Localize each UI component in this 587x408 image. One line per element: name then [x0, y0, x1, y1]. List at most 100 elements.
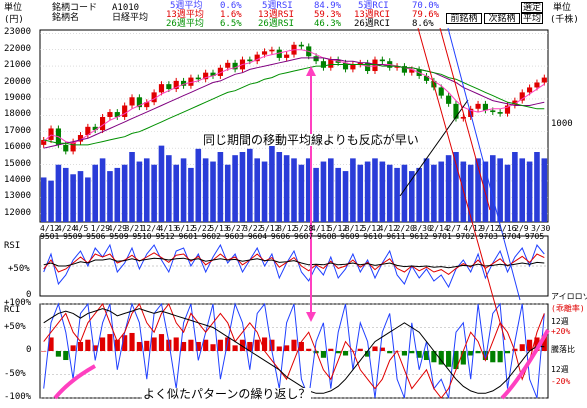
divergence-bar [372, 346, 378, 351]
candle-body [541, 77, 547, 83]
candle-body [173, 80, 179, 90]
price-tick-label: 15000 [4, 158, 32, 169]
name-label: 銘柄名 [52, 13, 80, 23]
date-tick-label: 9611 [386, 232, 406, 241]
date-tick-label: 5/12 [327, 224, 348, 233]
candle-body [107, 112, 113, 117]
ma13-label: 13週平均 [166, 10, 204, 20]
divergence-bar [203, 339, 209, 351]
rsi26-line [43, 257, 545, 269]
candle-body [409, 69, 415, 73]
divergence-bar [55, 351, 61, 357]
candle-body [225, 62, 231, 68]
divergence-bar [261, 337, 268, 351]
highlight-stroke-left [53, 364, 96, 400]
candle-body [365, 62, 371, 72]
date-tick-label: 9612 [409, 232, 429, 241]
date-tick-label: 4/11 [310, 224, 331, 233]
date-tick-label: 9604 [247, 232, 268, 241]
divergence-bar [482, 351, 488, 361]
date-tick-label: 3/22 [243, 224, 263, 233]
candle-body [512, 100, 518, 106]
divergence-bar [335, 351, 341, 354]
date-tick-label: 3/30 [412, 224, 432, 233]
rci-legend-item: +20% [551, 327, 571, 336]
volume-bar [92, 164, 99, 222]
date-tick-label: 5/12 [361, 224, 381, 233]
divergence-bar [431, 351, 437, 363]
divergence-bar [70, 345, 76, 351]
volume-bar [534, 152, 540, 222]
candle-body [203, 72, 209, 80]
rsi26-value: 46.3% [314, 19, 342, 29]
rsi5-label: 5週RSI [262, 1, 293, 11]
volume-bar [121, 164, 128, 222]
volume-bar [195, 148, 202, 222]
candle-body [446, 95, 452, 104]
volume-bar [166, 155, 172, 222]
divergence-bar [63, 351, 69, 361]
candle-body [92, 126, 98, 131]
candle-body [269, 49, 275, 52]
divergence-bar [416, 351, 422, 358]
divergence-bar [328, 348, 334, 351]
volume-bar [224, 164, 231, 222]
volume-bar [217, 152, 224, 222]
volume-bar [291, 158, 297, 222]
volume-bar [335, 167, 341, 222]
rsi-zero-label: 0 [26, 290, 32, 300]
divergence-bar [269, 339, 275, 351]
date-tick-label: 9603 [224, 232, 244, 241]
select-button[interactable]: 選定 [521, 2, 543, 13]
candle-body [350, 64, 356, 70]
date-tick-label: 9609 [340, 232, 360, 241]
date-tick-label: 6/27 [226, 224, 246, 233]
divergence-bar [497, 351, 503, 363]
volume-bar [158, 145, 165, 222]
annotation-bottom: よく似たパターンの繰り返し？ [142, 387, 312, 401]
divergence-bar [475, 351, 481, 354]
volume-bar [416, 167, 422, 222]
code-value: A1010 [112, 3, 140, 13]
date-tick-label: 6/12 [175, 224, 195, 233]
candle-body [180, 80, 187, 86]
divergence-bar [527, 339, 533, 351]
volume-bar [475, 158, 481, 222]
volume-bar [269, 145, 275, 222]
divergence-bar [365, 351, 371, 357]
rci-tick-label: -100% [4, 392, 32, 402]
price-tick-label: 23000 [4, 27, 32, 38]
volume-bar [48, 180, 54, 222]
candle-body [122, 105, 128, 117]
volume-bar [541, 158, 548, 222]
rci26-value: 8.6% [412, 19, 434, 29]
date-tick-label: 3/21 [124, 224, 144, 233]
divergence-bar [401, 351, 408, 356]
candle-body [453, 103, 459, 119]
divergence-bar [276, 346, 282, 351]
date-tick-label: 9501 [40, 232, 60, 241]
date-tick-label: 4/12 [40, 224, 60, 233]
date-tick-label: 9607 [294, 232, 314, 241]
arrow-head-up [306, 66, 316, 76]
date-tick-label: 8/12 [277, 224, 297, 233]
name-value: 日経平均 [112, 13, 149, 23]
volume-bar [504, 164, 511, 222]
divergence-bar [306, 348, 312, 351]
rci-legend-item: (乖離率) [551, 304, 585, 313]
average-button[interactable]: 平均 [521, 13, 543, 24]
candle-body [357, 62, 363, 65]
candle-body [144, 102, 150, 108]
divergence-bar [453, 351, 459, 370]
date-tick-label: 9610 [363, 232, 383, 241]
divergence-bar [291, 339, 297, 351]
rci5-line [43, 302, 545, 399]
divergence-bar [247, 341, 253, 351]
prev-stock-button[interactable]: 前銘柄 [446, 13, 482, 24]
date-tick-label: 9608 [317, 232, 337, 241]
date-tick-label: 9512 [155, 232, 175, 241]
volume-bar [129, 152, 135, 222]
volume-bar [283, 155, 290, 222]
divergence-bar [48, 337, 54, 351]
next-stock-button[interactable]: 次銘柄 [484, 13, 520, 24]
